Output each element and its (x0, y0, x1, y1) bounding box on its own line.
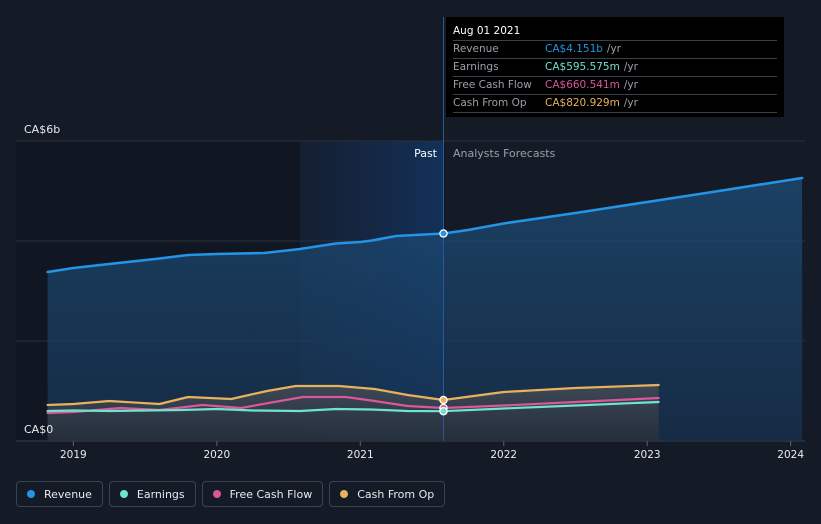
legend-item-cash-from-op[interactable]: Cash From Op (329, 481, 446, 507)
x-tick-label: 2020 (203, 449, 230, 461)
tooltip-value: CA$820.929m (545, 97, 620, 109)
forecast-label: Analysts Forecasts (453, 147, 556, 160)
series-markers (439, 229, 448, 416)
tooltip-unit: /yr (623, 79, 638, 91)
tooltip-date: Aug 01 2021 (453, 23, 777, 41)
x-tick-label: 2024 (777, 449, 804, 461)
legend-label: Cash From Op (357, 487, 435, 501)
past-label: Past (414, 147, 438, 160)
legend-dot-icon (212, 490, 221, 498)
earnings-line (46, 400, 660, 413)
y-tick-label: CA$6b (24, 123, 60, 136)
tooltip-row-free-cash-flow: Free Cash Flow CA$660.541m /yr (453, 77, 777, 95)
x-tick-label: 2021 (347, 449, 374, 461)
tooltip-value: CA$660.541m (545, 79, 620, 91)
tooltip-unit: /yr (606, 43, 621, 55)
tooltip-value: CA$595.575m (545, 61, 620, 73)
tooltip-row-cash-from-op: Cash From Op CA$820.929m /yr (453, 95, 777, 113)
tooltip-label: Revenue (453, 43, 499, 55)
legend-item-earnings[interactable]: Earnings (108, 481, 196, 507)
tooltip: Aug 01 2021 Revenue CA$4.151b /yr Earnin… (446, 17, 784, 117)
legend-item-revenue[interactable]: Revenue (16, 481, 103, 507)
tooltip-label: Free Cash Flow (453, 79, 532, 91)
revenue-line (46, 176, 804, 274)
revenue-area (47, 178, 803, 441)
x-axis-labels: 2019 2020 2021 2022 2023 2024 (60, 441, 804, 461)
tooltip-unit: /yr (623, 61, 638, 73)
y-tick-label: CA$0 (24, 423, 53, 436)
tooltip-row-earnings: Earnings CA$595.575m /yr (453, 59, 777, 77)
series-lines (46, 176, 804, 415)
revenue-marker (439, 229, 448, 238)
tooltip-unit: /yr (623, 97, 638, 109)
x-tick-label: 2023 (634, 449, 661, 461)
tooltip-label: Cash From Op (453, 97, 527, 109)
legend-label: Free Cash Flow (229, 487, 313, 501)
earnings-area (47, 385, 659, 441)
y-axis-labels: CA$6b CA$0 (24, 123, 60, 436)
legend-dot-icon (119, 490, 128, 498)
legend-dot-icon (340, 490, 349, 498)
cash-from-op-line (46, 383, 660, 407)
tooltip-label: Earnings (453, 61, 499, 73)
tooltip-row-revenue: Revenue CA$4.151b /yr (453, 41, 777, 59)
x-tick-label: 2022 (490, 449, 517, 461)
free-cash-flow-line (46, 395, 660, 415)
legend-dot-icon (27, 490, 35, 498)
earnings-marker (439, 406, 448, 416)
legend-item-free-cash-flow[interactable]: Free Cash Flow (201, 481, 324, 507)
x-tick-label: 2019 (60, 449, 87, 461)
legend-label: Earnings (136, 487, 185, 501)
tooltip-value: CA$4.151b (545, 43, 603, 55)
cash-from-op-marker (439, 395, 448, 405)
legend-label: Revenue (44, 487, 92, 501)
legend: Revenue Earnings Free Cash Flow Cash Fro… (16, 481, 446, 509)
